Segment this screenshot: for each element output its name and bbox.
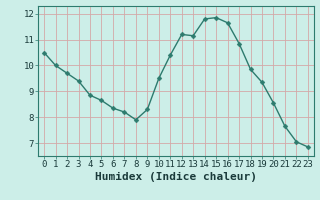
X-axis label: Humidex (Indice chaleur): Humidex (Indice chaleur)	[95, 172, 257, 182]
